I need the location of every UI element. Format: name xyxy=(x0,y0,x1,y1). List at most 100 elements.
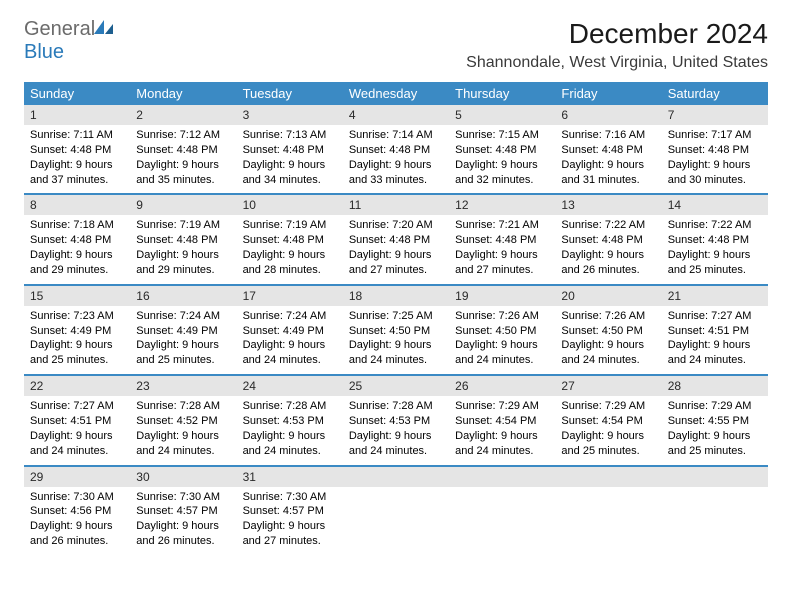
calendar-cell xyxy=(662,467,768,555)
calendar-cell: 29Sunrise: 7:30 AMSunset: 4:56 PMDayligh… xyxy=(24,467,130,555)
sunrise-text: Sunrise: 7:27 AM xyxy=(668,309,762,324)
day-number: 6 xyxy=(555,105,661,125)
sunset-text: Sunset: 4:48 PM xyxy=(668,143,762,158)
day-details: Sunrise: 7:29 AMSunset: 4:54 PMDaylight:… xyxy=(555,396,661,464)
calendar-cell xyxy=(555,467,661,555)
daylight-line1: Daylight: 9 hours xyxy=(561,248,655,263)
daylight-line2: and 24 minutes. xyxy=(243,353,337,368)
week-row: 8Sunrise: 7:18 AMSunset: 4:48 PMDaylight… xyxy=(24,195,768,285)
calendar-cell: 3Sunrise: 7:13 AMSunset: 4:48 PMDaylight… xyxy=(237,105,343,193)
day-number: 25 xyxy=(343,376,449,396)
day-number: 17 xyxy=(237,286,343,306)
daylight-line2: and 24 minutes. xyxy=(136,444,230,459)
calendar-cell: 24Sunrise: 7:28 AMSunset: 4:53 PMDayligh… xyxy=(237,376,343,464)
sunset-text: Sunset: 4:49 PM xyxy=(243,324,337,339)
sunrise-text: Sunrise: 7:28 AM xyxy=(243,399,337,414)
calendar-cell: 20Sunrise: 7:26 AMSunset: 4:50 PMDayligh… xyxy=(555,286,661,374)
calendar-cell: 15Sunrise: 7:23 AMSunset: 4:49 PMDayligh… xyxy=(24,286,130,374)
week-row: 29Sunrise: 7:30 AMSunset: 4:56 PMDayligh… xyxy=(24,467,768,555)
calendar-cell xyxy=(343,467,449,555)
sunrise-text: Sunrise: 7:12 AM xyxy=(136,128,230,143)
day-details: Sunrise: 7:16 AMSunset: 4:48 PMDaylight:… xyxy=(555,125,661,193)
day-details: Sunrise: 7:15 AMSunset: 4:48 PMDaylight:… xyxy=(449,125,555,193)
daylight-line2: and 34 minutes. xyxy=(243,173,337,188)
daylight-line2: and 26 minutes. xyxy=(30,534,124,549)
daylight-line2: and 32 minutes. xyxy=(455,173,549,188)
empty-body xyxy=(555,487,661,547)
header: GeneralBlue December 2024 Shannondale, W… xyxy=(24,18,768,72)
sunrise-text: Sunrise: 7:26 AM xyxy=(455,309,549,324)
day-header-wed: Wednesday xyxy=(343,82,449,105)
calendar-cell: 6Sunrise: 7:16 AMSunset: 4:48 PMDaylight… xyxy=(555,105,661,193)
calendar-cell: 11Sunrise: 7:20 AMSunset: 4:48 PMDayligh… xyxy=(343,195,449,283)
daylight-line1: Daylight: 9 hours xyxy=(455,248,549,263)
daylight-line1: Daylight: 9 hours xyxy=(561,429,655,444)
day-number: 28 xyxy=(662,376,768,396)
day-details: Sunrise: 7:14 AMSunset: 4:48 PMDaylight:… xyxy=(343,125,449,193)
daylight-line1: Daylight: 9 hours xyxy=(668,158,762,173)
day-header-fri: Friday xyxy=(555,82,661,105)
day-details: Sunrise: 7:12 AMSunset: 4:48 PMDaylight:… xyxy=(130,125,236,193)
week-row: 22Sunrise: 7:27 AMSunset: 4:51 PMDayligh… xyxy=(24,376,768,466)
day-details: Sunrise: 7:22 AMSunset: 4:48 PMDaylight:… xyxy=(662,215,768,283)
sunrise-text: Sunrise: 7:22 AM xyxy=(561,218,655,233)
day-details: Sunrise: 7:11 AMSunset: 4:48 PMDaylight:… xyxy=(24,125,130,193)
calendar-cell: 1Sunrise: 7:11 AMSunset: 4:48 PMDaylight… xyxy=(24,105,130,193)
day-number: 13 xyxy=(555,195,661,215)
daylight-line2: and 26 minutes. xyxy=(136,534,230,549)
empty-num xyxy=(662,467,768,487)
daylight-line1: Daylight: 9 hours xyxy=(668,248,762,263)
location-text: Shannondale, West Virginia, United State… xyxy=(466,54,768,72)
empty-body xyxy=(343,487,449,547)
daylight-line1: Daylight: 9 hours xyxy=(349,338,443,353)
sunrise-text: Sunrise: 7:30 AM xyxy=(243,490,337,505)
daylight-line2: and 25 minutes. xyxy=(136,353,230,368)
day-details: Sunrise: 7:21 AMSunset: 4:48 PMDaylight:… xyxy=(449,215,555,283)
day-details: Sunrise: 7:23 AMSunset: 4:49 PMDaylight:… xyxy=(24,306,130,374)
sunset-text: Sunset: 4:51 PM xyxy=(30,414,124,429)
daylight-line1: Daylight: 9 hours xyxy=(561,338,655,353)
sunset-text: Sunset: 4:48 PM xyxy=(136,143,230,158)
sunrise-text: Sunrise: 7:22 AM xyxy=(668,218,762,233)
sunrise-text: Sunrise: 7:25 AM xyxy=(349,309,443,324)
day-details: Sunrise: 7:22 AMSunset: 4:48 PMDaylight:… xyxy=(555,215,661,283)
sunrise-text: Sunrise: 7:14 AM xyxy=(349,128,443,143)
empty-num xyxy=(343,467,449,487)
empty-num xyxy=(555,467,661,487)
daylight-line1: Daylight: 9 hours xyxy=(243,248,337,263)
daylight-line1: Daylight: 9 hours xyxy=(668,338,762,353)
daylight-line2: and 24 minutes. xyxy=(30,444,124,459)
daylight-line1: Daylight: 9 hours xyxy=(668,429,762,444)
day-details: Sunrise: 7:29 AMSunset: 4:55 PMDaylight:… xyxy=(662,396,768,464)
sunrise-text: Sunrise: 7:15 AM xyxy=(455,128,549,143)
empty-body xyxy=(662,487,768,547)
sunrise-text: Sunrise: 7:28 AM xyxy=(136,399,230,414)
header-right: December 2024 Shannondale, West Virginia… xyxy=(466,18,768,72)
sunrise-text: Sunrise: 7:30 AM xyxy=(30,490,124,505)
day-details: Sunrise: 7:20 AMSunset: 4:48 PMDaylight:… xyxy=(343,215,449,283)
daylight-line1: Daylight: 9 hours xyxy=(30,519,124,534)
calendar-cell: 9Sunrise: 7:19 AMSunset: 4:48 PMDaylight… xyxy=(130,195,236,283)
sunset-text: Sunset: 4:48 PM xyxy=(349,143,443,158)
sunrise-text: Sunrise: 7:17 AM xyxy=(668,128,762,143)
day-number: 19 xyxy=(449,286,555,306)
calendar-cell: 2Sunrise: 7:12 AMSunset: 4:48 PMDaylight… xyxy=(130,105,236,193)
day-details: Sunrise: 7:27 AMSunset: 4:51 PMDaylight:… xyxy=(24,396,130,464)
day-details: Sunrise: 7:19 AMSunset: 4:48 PMDaylight:… xyxy=(237,215,343,283)
month-title: December 2024 xyxy=(466,18,768,50)
day-number: 27 xyxy=(555,376,661,396)
day-header-sat: Saturday xyxy=(662,82,768,105)
calendar-cell: 7Sunrise: 7:17 AMSunset: 4:48 PMDaylight… xyxy=(662,105,768,193)
sunset-text: Sunset: 4:48 PM xyxy=(455,143,549,158)
day-details: Sunrise: 7:26 AMSunset: 4:50 PMDaylight:… xyxy=(449,306,555,374)
day-details: Sunrise: 7:18 AMSunset: 4:48 PMDaylight:… xyxy=(24,215,130,283)
daylight-line1: Daylight: 9 hours xyxy=(136,429,230,444)
daylight-line1: Daylight: 9 hours xyxy=(243,158,337,173)
day-details: Sunrise: 7:13 AMSunset: 4:48 PMDaylight:… xyxy=(237,125,343,193)
daylight-line2: and 24 minutes. xyxy=(668,353,762,368)
daylight-line1: Daylight: 9 hours xyxy=(455,338,549,353)
calendar-cell: 19Sunrise: 7:26 AMSunset: 4:50 PMDayligh… xyxy=(449,286,555,374)
calendar-cell: 16Sunrise: 7:24 AMSunset: 4:49 PMDayligh… xyxy=(130,286,236,374)
sunset-text: Sunset: 4:51 PM xyxy=(668,324,762,339)
day-details: Sunrise: 7:17 AMSunset: 4:48 PMDaylight:… xyxy=(662,125,768,193)
